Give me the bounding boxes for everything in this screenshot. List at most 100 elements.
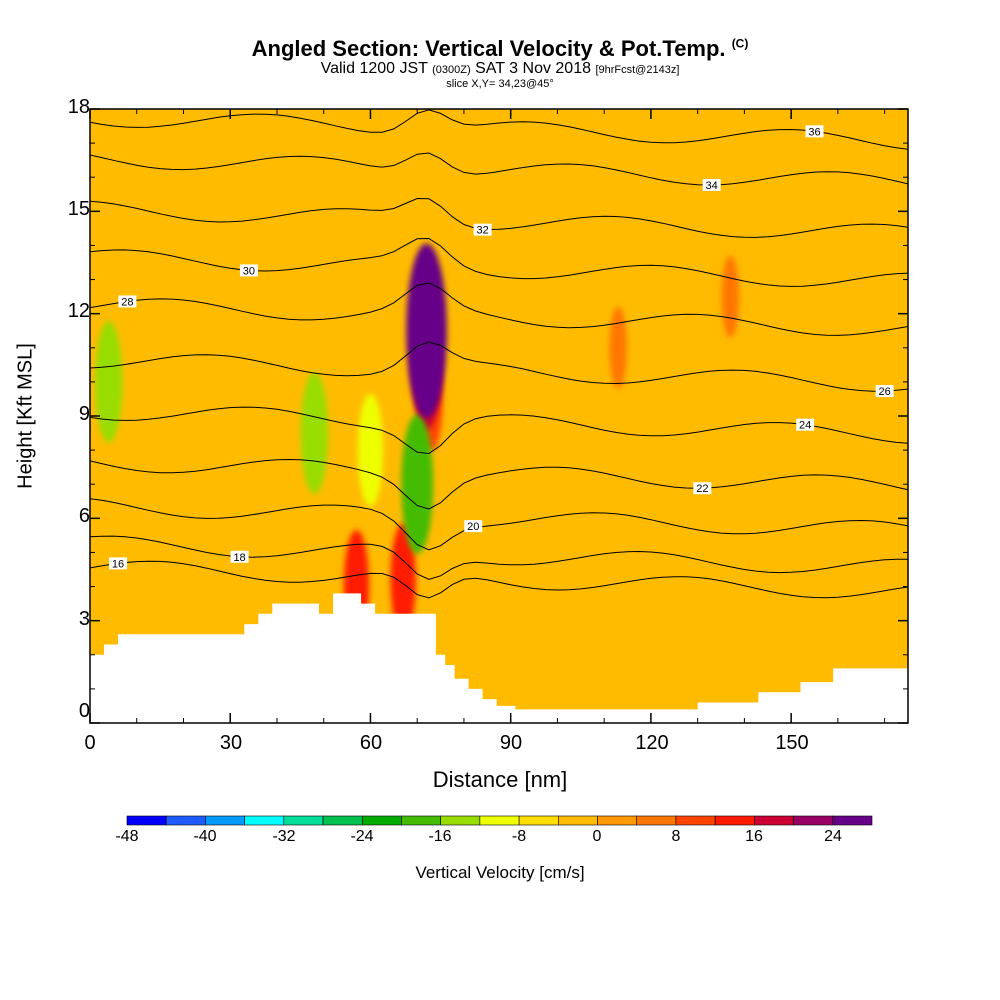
isentrope-line [90,498,908,551]
isentrope-label-bg [464,520,483,533]
valid-prefix: Valid 1200 JST [320,60,428,77]
x-tick-label: 150 [775,732,809,754]
isentrope-line [90,152,908,186]
colorbar-segment [322,815,363,826]
velocity-background [90,109,908,723]
isentrope-label-text: 24 [799,420,811,432]
colorbar-tick-label: -8 [511,828,527,845]
isentrope-label-text: 36 [808,126,820,138]
isentrope-label: 16 [109,557,128,570]
y-tick-label: 6 [78,505,90,527]
isentrope-label-bg [875,385,894,398]
isentrope-label: 18 [230,550,249,564]
x-tick-label: 60 [359,732,383,754]
velocity-cell [390,523,416,637]
colorbar-segment [832,815,873,826]
x-axis-title: Distance [nm] [432,767,568,792]
terrain [90,593,908,723]
colorbar-tick-label: 8 [671,828,681,845]
isentrope-label: 28 [118,295,137,308]
isentrope-label: 30 [239,264,258,277]
isentrope-label-text: 18 [233,552,245,564]
isentrope-line [90,560,908,599]
isentrope-label-bg [702,179,721,192]
isentrope-label: 24 [796,418,815,432]
isentrope-line [90,237,908,287]
chart-title-unit: (C) [731,36,749,51]
colorbar-segment [714,815,755,826]
isentrope-line [90,458,908,510]
colorbar-tick-label: 24 [824,828,842,845]
isentrope-line [90,109,908,150]
isentrope-line [90,406,908,455]
isentrope-label-bg [693,482,712,495]
isentrope-lines: 16 18 20 22 24 26 28 30 32 34 36 [90,109,908,599]
colorbar-tick-label: -24 [350,828,374,845]
colorbar-segment [205,815,245,826]
colorbar-tick-label: -40 [193,828,217,845]
colorbar-tick-label: -32 [272,828,296,845]
isentrope-label-bg [118,295,137,308]
isentrope-label-text: 28 [121,296,133,308]
y-tick-label: 9 [78,403,90,425]
chart-title-text: Angled Section: Vertical Velocity & Pot.… [251,36,726,61]
colorbar-label: Vertical Velocity [cm/s] [415,863,585,882]
y-axis-title: Height [Kft MSL] [14,343,37,489]
colorbar-segment [361,815,402,826]
chart-subtitle: Valid 1200 JST (0300Z) SAT 3 Nov 2018 [9… [0,60,1000,78]
isentrope-label: 36 [805,125,824,138]
colorbar-segment [440,815,481,826]
isentrope-label-bg [239,264,258,277]
colorbar-segment [636,815,677,826]
velocity-cell [609,306,627,389]
valid-date: SAT 3 Nov 2018 [475,60,591,77]
forecast-info: [9hrFcst@2143z] [595,64,680,76]
isentrope-label: 34 [702,179,721,192]
colorbar-segment [675,815,716,826]
colorbar-segment [401,815,441,826]
colorbar-segment [126,815,167,826]
colorbar-tick-label: -16 [428,828,452,845]
x-tick-label: 30 [219,732,243,754]
isentrope-line [90,197,908,238]
isentrope-label-text: 26 [879,386,891,398]
x-tick-label: 0 [84,732,96,754]
isentrope-label: 32 [473,223,492,237]
isentrope-line [90,282,908,336]
colorbar-tick-label: 0 [592,828,602,845]
y-tick-label: 12 [67,300,90,322]
isentrope-label-text: 30 [243,265,255,277]
colorbar-segment [597,815,638,826]
y-tick-label: 0 [78,700,90,722]
velocity-cell [401,414,434,554]
colorbar-segment [283,815,324,826]
colorbar-segment [244,815,285,826]
velocity-cell [300,372,329,494]
colorbar-segment [518,815,559,826]
isentrope-label-bg [473,223,492,236]
velocity-cell [94,321,123,443]
slice-info: slice X,Y= 34,23@45° [446,78,554,90]
isentrope-label-text: 22 [696,483,708,495]
y-tick-label: 3 [78,608,90,630]
y-tick-label: 15 [67,198,90,220]
isentrope-label: 22 [693,482,712,495]
colorbar-segment [558,815,598,826]
isentrope-label-bg [109,557,128,570]
colorbar [126,815,873,826]
isentrope-line [90,341,908,392]
isentrope-label-bg [230,550,249,563]
colorbar-segment [754,815,794,826]
velocity-cell [721,255,740,338]
isentrope-label-bg [796,418,815,431]
terrain-profile [90,593,908,723]
chart-title: Angled Section: Vertical Velocity & Pot.… [0,36,1000,62]
colorbar-tick-label: 16 [745,828,763,845]
isentrope-label: 20 [464,520,483,533]
x-tick-label: 120 [635,732,669,754]
y-tick-label: 18 [67,96,90,118]
axis-ticks [89,108,908,724]
colorbar-tick-label: -48 [115,828,139,845]
velocity-cell [357,393,384,507]
